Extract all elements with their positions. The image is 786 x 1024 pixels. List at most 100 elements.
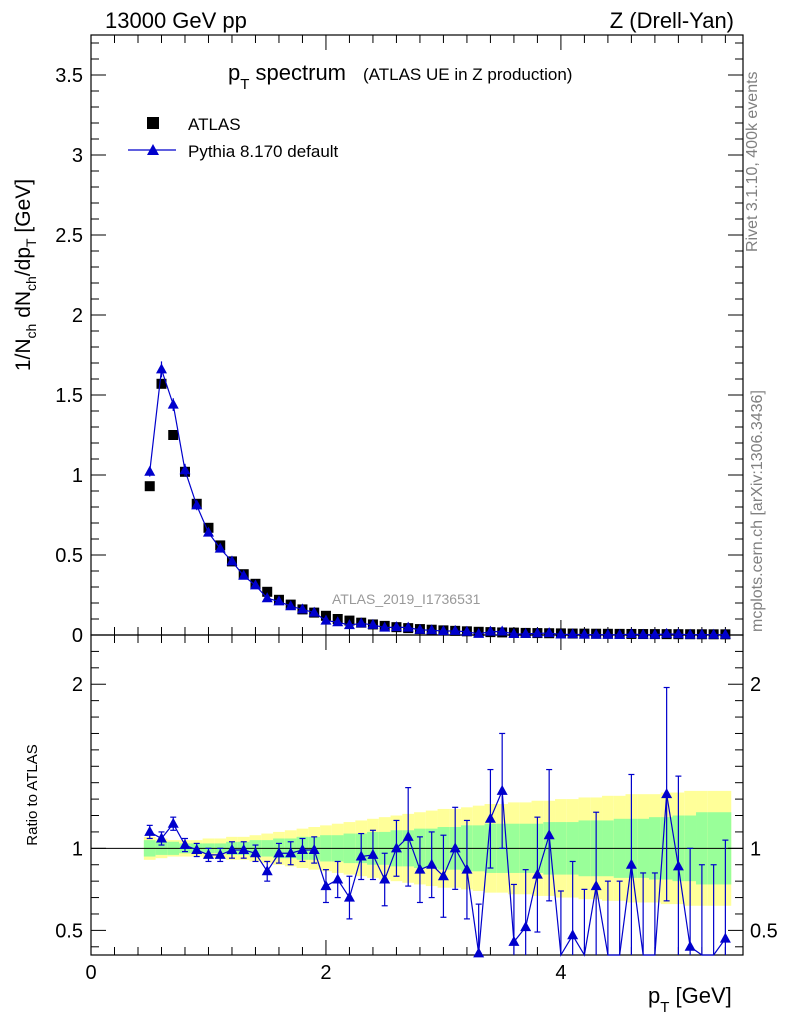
- ratio-tick-label-left: 1: [72, 838, 83, 860]
- ratio-tick-label-left: 0.5: [55, 920, 83, 942]
- pythia-data-point: [155, 363, 167, 374]
- pythia-ratio-point: [449, 842, 461, 853]
- pythia-ratio-point: [296, 843, 308, 854]
- pythia-ratio-point: [625, 858, 637, 869]
- pythia-data-point: [496, 625, 508, 636]
- pythia-ratio-point: [343, 891, 355, 902]
- main-plot-marks: [144, 361, 731, 640]
- ratio-plot-border: [90, 634, 744, 956]
- y-tick-label: 3.5: [55, 65, 83, 87]
- pythia-ratio-point: [508, 935, 520, 946]
- y-tick-label: 1: [72, 465, 83, 487]
- pythia-ratio-point: [684, 940, 696, 951]
- pythia-ratio-point: [308, 843, 320, 854]
- pythia-ratio-point: [520, 921, 532, 932]
- pythia-ratio-point: [414, 863, 426, 874]
- pythia-ratio-point: [249, 847, 261, 858]
- plot-title-note: (ATLAS UE in Z production): [363, 65, 572, 84]
- pythia-ratio-point: [155, 832, 167, 843]
- ratio-tick-label-left: 2: [72, 674, 83, 696]
- pythia-data-point: [261, 592, 273, 603]
- pythia-ratio-point: [402, 830, 414, 841]
- pythia-data-point: [390, 621, 402, 632]
- pythia-data-point: [484, 625, 496, 636]
- pythia-data-point: [449, 624, 461, 635]
- pythia-data-point: [144, 465, 156, 476]
- legend-pythia-label: Pythia 8.170 default: [188, 142, 339, 161]
- pythia-data-point: [531, 627, 543, 638]
- pythia-data-point: [543, 627, 555, 638]
- pythia-ratio-point: [473, 947, 485, 958]
- atlas-data-point: [168, 430, 179, 440]
- pythia-ratio-point: [484, 812, 496, 823]
- y-tick-label: 0.5: [55, 545, 83, 567]
- pythia-data-point: [426, 624, 438, 635]
- pythia-data-point: [508, 628, 520, 639]
- pythia-data-point: [614, 628, 626, 639]
- atlas-data-point: [144, 481, 155, 492]
- pythia-ratio-point: [567, 929, 579, 940]
- pythia-data-point: [191, 499, 203, 510]
- pythia-data-point: [202, 526, 214, 537]
- pythia-data-point: [684, 628, 696, 639]
- pythia-data-point: [602, 628, 614, 639]
- pythia-data-point: [590, 628, 602, 639]
- y-tick-label: 1.5: [55, 385, 83, 407]
- pythia-ratio-point: [661, 788, 673, 799]
- pythia-data-point: [367, 618, 379, 629]
- pythia-ratio-point: [226, 843, 238, 854]
- y-tick-label: 2.5: [55, 225, 83, 247]
- y-tick-label: 0: [72, 625, 83, 647]
- pythia-ratio-point: [273, 847, 285, 858]
- pythia-ratio-point: [261, 865, 273, 876]
- pythia-ratio-point: [426, 858, 438, 869]
- pythia-ratio-point: [531, 868, 543, 879]
- atlas-data-point: [262, 586, 273, 597]
- y-tick-label: 3: [72, 145, 83, 167]
- pythia-data-point: [308, 606, 320, 617]
- pythia-ratio-point: [144, 825, 156, 836]
- pythia-data-point: [696, 628, 708, 639]
- pythia-data-point: [402, 621, 414, 632]
- x-tick-label: 2: [320, 962, 331, 984]
- pythia-data-point: [343, 619, 355, 630]
- pythia-data-point: [320, 614, 332, 625]
- pythia-data-point: [249, 579, 261, 590]
- pythia-data-point: [296, 603, 308, 614]
- pythia-ratio-point: [285, 847, 297, 858]
- pythia-data-point: [672, 628, 684, 639]
- pythia-data-point: [214, 542, 226, 553]
- pythia-ratio-point: [461, 863, 473, 874]
- legend-atlas-label: ATLAS: [188, 115, 241, 134]
- pythia-ratio-point: [191, 843, 203, 854]
- pythia-data-point: [332, 616, 344, 627]
- pythia-ratio-point: [202, 848, 214, 859]
- pythia-ratio-point: [496, 784, 508, 795]
- analysis-watermark: ATLAS_2019_I1736531: [332, 591, 481, 607]
- pythia-data-point: [226, 555, 238, 566]
- pythia-data-point: [555, 628, 567, 639]
- ratio-tick-label-right: 1: [750, 838, 761, 860]
- pythia-data-point: [708, 628, 720, 639]
- pythia-data-point: [473, 627, 485, 638]
- pythia-data-point: [661, 627, 673, 638]
- x-tick-label: 4: [555, 962, 566, 984]
- pythia-data-point: [625, 628, 637, 639]
- pythia-data-point: [649, 628, 661, 639]
- ratio-plot-marks: [144, 686, 731, 958]
- pythia-ratio-point: [543, 829, 555, 840]
- pythia-ratio-point: [355, 850, 367, 861]
- pythia-data-point: [578, 628, 590, 639]
- pythia-ratio-point: [719, 932, 731, 943]
- ratio-tick-label-right: 2: [750, 674, 761, 696]
- pythia-data-point: [238, 569, 250, 580]
- pythia-data-point: [355, 617, 367, 628]
- ratio-tick-label-right: 0.5: [750, 920, 778, 942]
- pythia-ratio-point: [437, 870, 449, 881]
- pythia-data-point: [567, 628, 579, 639]
- legend-pythia-marker: [147, 144, 159, 155]
- y-axis-label: 1/Nch dNch/dpT [GeV]: [12, 179, 39, 371]
- x-axis-label: pT [GeV]: [648, 983, 732, 1016]
- legend-atlas-marker: [147, 117, 159, 129]
- pythia-ratio-point: [238, 843, 250, 854]
